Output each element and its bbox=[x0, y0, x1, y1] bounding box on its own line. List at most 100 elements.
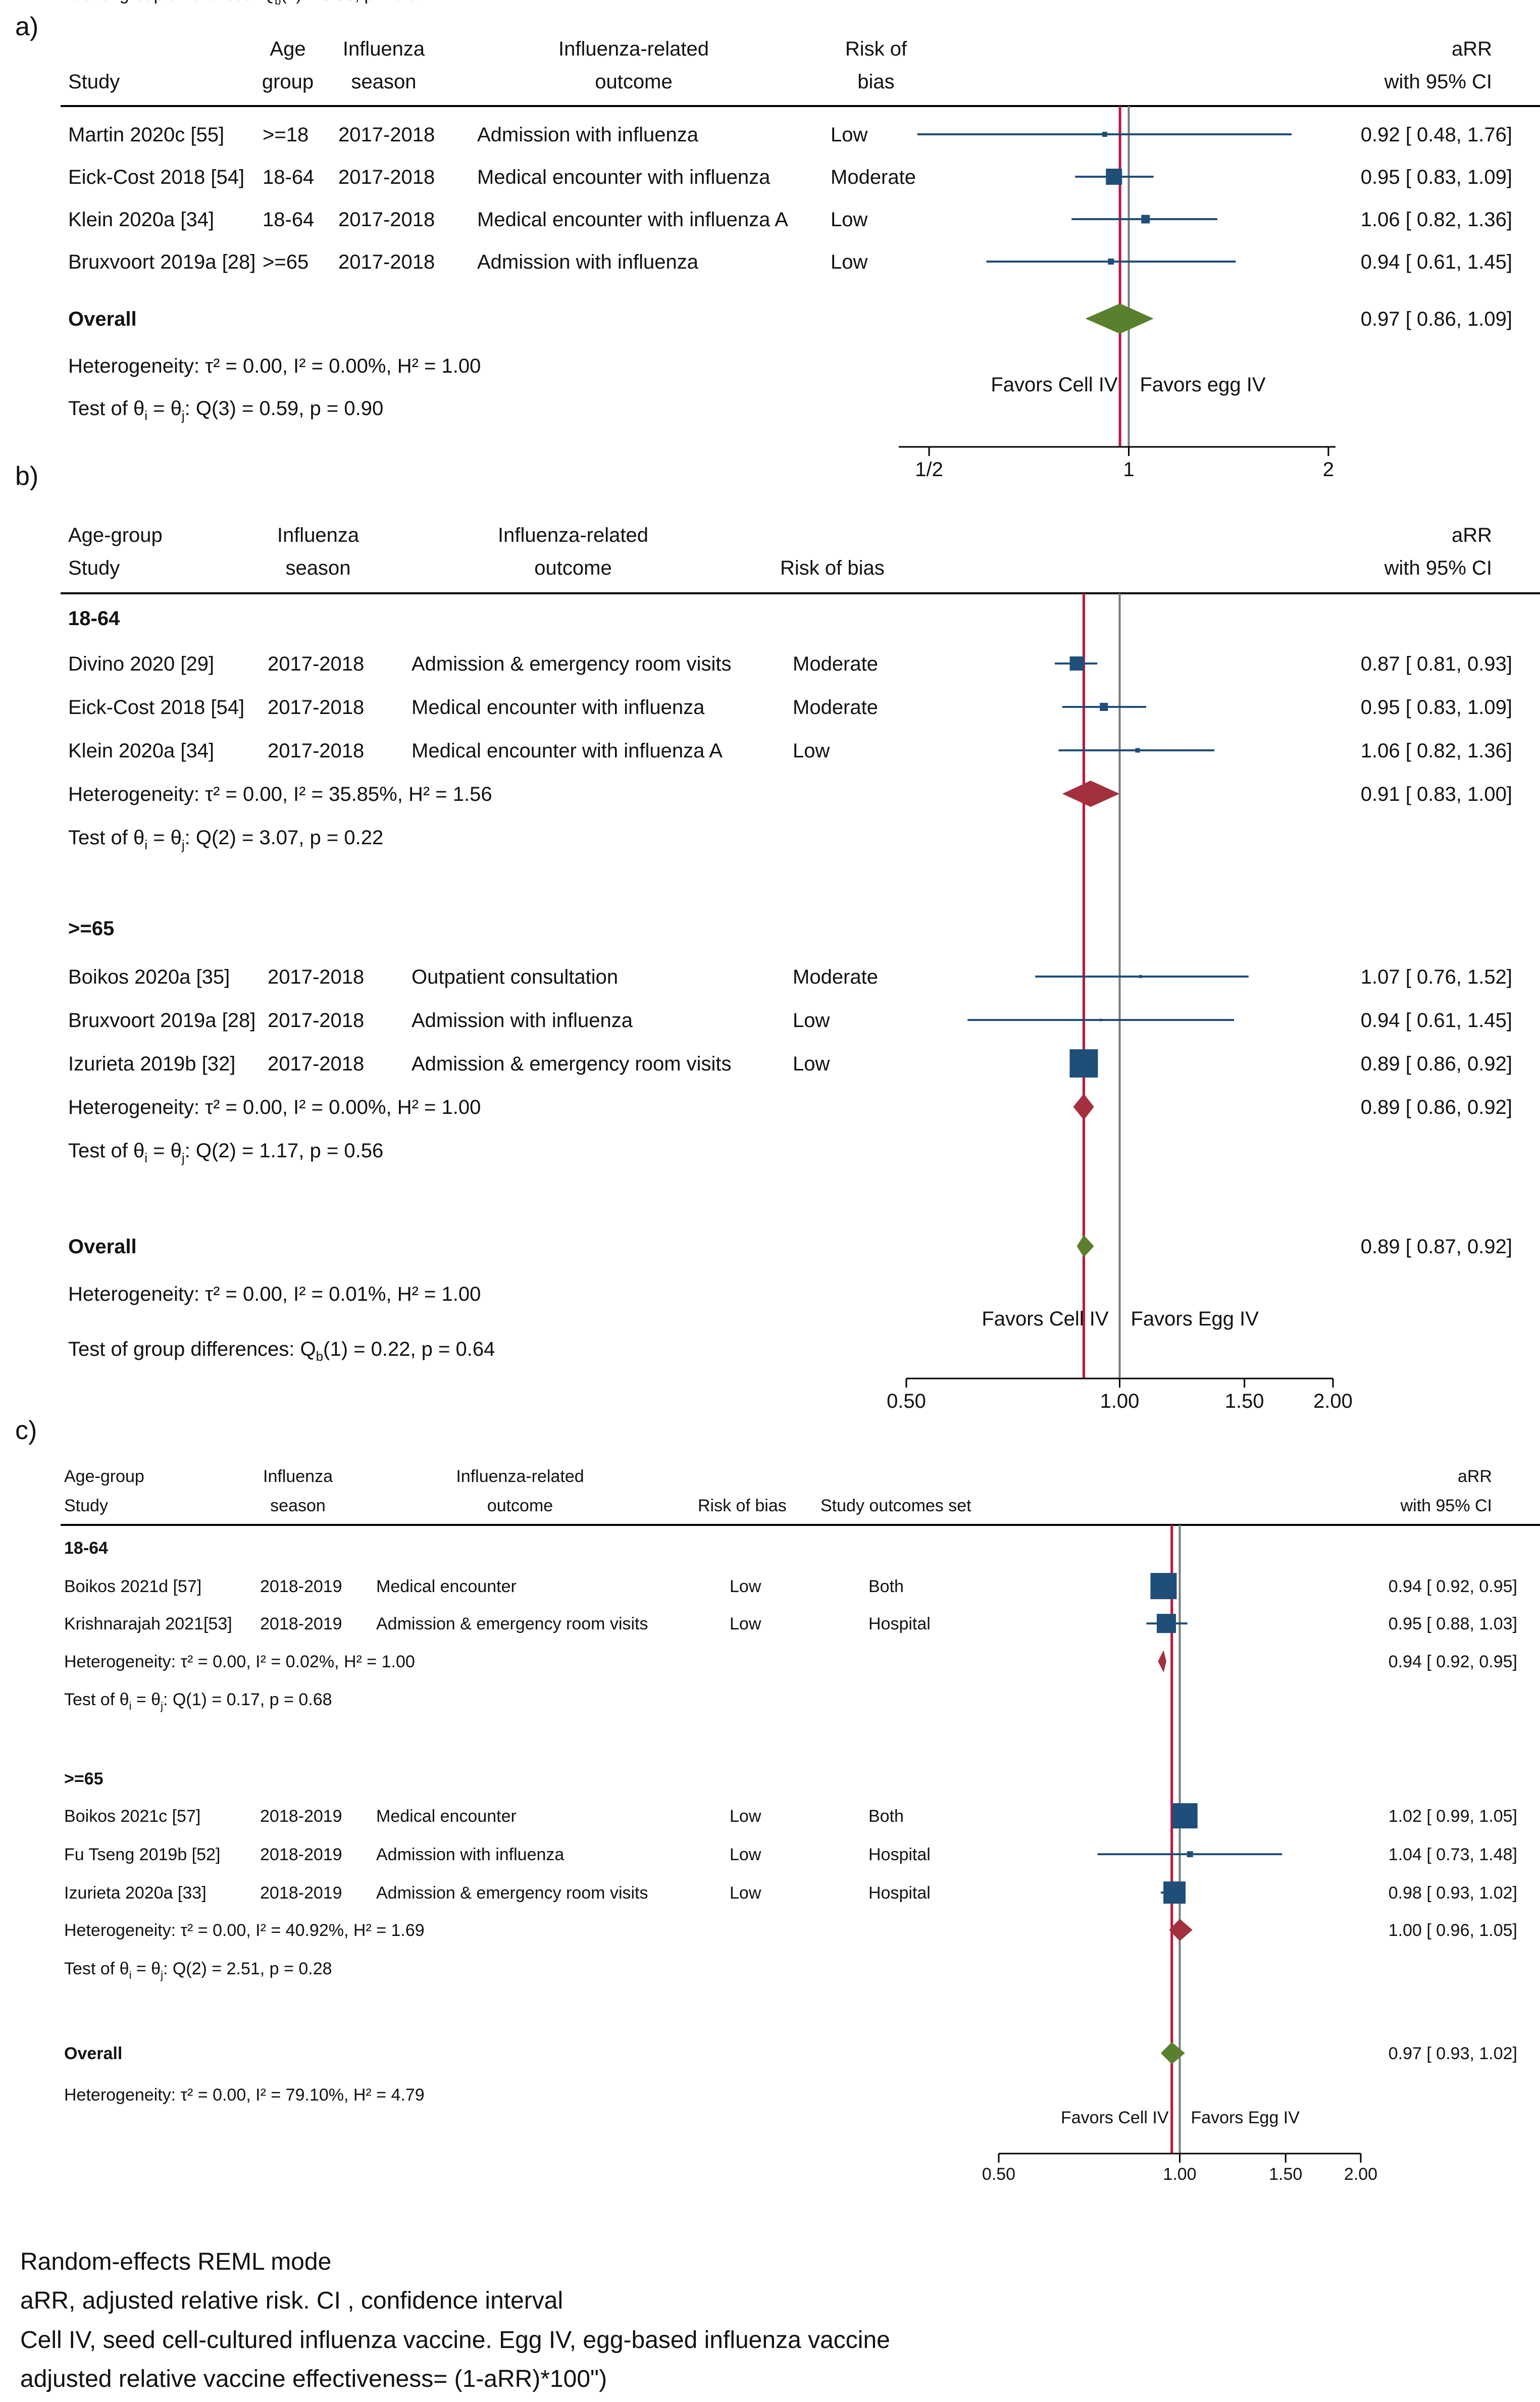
panel-b-row-16-group-test: Test of group differences: Qb(1) = 0.22,… bbox=[68, 1338, 495, 1364]
panel-c-row-2-study: Krishnarajah 2021[53] bbox=[64, 1614, 232, 1633]
panel-c-row-8-study: Fu Tseng 2019b [52] bbox=[64, 1845, 220, 1864]
panel-c-row-9-outcome-set: Hospital bbox=[868, 1883, 931, 1903]
panel-b-row-9-risk-of-bias: Low bbox=[793, 1009, 830, 1032]
panel-b-row-4-subgroup-diamond bbox=[1062, 781, 1120, 807]
panel-a-header-2-line2: season bbox=[351, 71, 417, 93]
panel-b-x-tick-label-3: 2.00 bbox=[1313, 1390, 1353, 1412]
panel-a-row-6-test-part-4: : Q(3) = 0.59, p = 0.90 bbox=[185, 397, 384, 420]
panel-c-row-3-heterogeneity: Heterogeneity: τ² = 0.00, I² = 0.02%, H²… bbox=[64, 1652, 415, 1671]
panel-c-row-11-test-part-1: i bbox=[129, 1969, 132, 1981]
panel-c-row-7-estimate-box bbox=[1172, 1803, 1198, 1829]
panel-b-header-1-line1: Influenza bbox=[277, 524, 360, 546]
panel-b-header-0-line2: Study bbox=[68, 557, 120, 579]
panel-b-row-3-season: 2017-2018 bbox=[268, 740, 364, 762]
panel-b-row-0-group-label: 18-64 bbox=[68, 607, 120, 630]
footnote-1: aRR, adjusted relative risk. CI , confid… bbox=[20, 2287, 563, 2314]
panel-c-row-1-outcome: Medical encounter bbox=[376, 1577, 517, 1596]
panel-c-row-1-study: Boikos 2021d [57] bbox=[64, 1577, 201, 1596]
panel-a-row-3-season: 2017-2018 bbox=[338, 251, 435, 273]
panel-a-row-4-overall-label: Overall bbox=[68, 308, 137, 330]
panel-b-row-11-subgroup-diamond bbox=[1073, 1094, 1094, 1120]
panel-b-row-1-risk-of-bias: Moderate bbox=[793, 653, 878, 675]
panel-a-label: a) bbox=[15, 12, 38, 41]
panel-a-row-0-outcome: Admission with influenza bbox=[477, 124, 699, 146]
panel-c-row-2-estimate-box bbox=[1156, 1614, 1176, 1633]
panel-c-row-6-group-label: >=65 bbox=[64, 1769, 104, 1788]
panel-a-row-2-ci-text: 1.06 [ 0.82, 1.36] bbox=[1361, 209, 1512, 231]
panel-b-row-3-study: Klein 2020a [34] bbox=[68, 740, 214, 762]
panel-b-row-1-outcome: Admission & emergency room visits bbox=[412, 653, 732, 675]
panel-a-row-1-ci-text: 0.95 [ 0.83, 1.09] bbox=[1361, 166, 1512, 188]
panel-b-favors-right: Favors Egg IV bbox=[1131, 1308, 1259, 1330]
panel-b-header-4-line2: with 95% CI bbox=[1384, 557, 1492, 579]
panel-a-header-2-line1: Influenza bbox=[343, 38, 425, 60]
panel-c-row-0-group-label: 18-64 bbox=[64, 1539, 108, 1558]
panel-b-row-5-test-part-3: j bbox=[181, 837, 185, 852]
panel-c-header-0-line2: Study bbox=[64, 1496, 108, 1515]
panel-b-row-5-test-part-1: i bbox=[144, 837, 147, 852]
panel-b-row-5-test-part-4: : Q(2) = 3.07, p = 0.22 bbox=[185, 827, 384, 849]
panel-b-header-2-line1: Influenza-related bbox=[498, 524, 648, 546]
panel-b-x-tick-label-2: 1.50 bbox=[1225, 1390, 1264, 1412]
panel-c-row-7-ci-text: 1.02 [ 0.99, 1.05] bbox=[1389, 1807, 1517, 1826]
panel-a-row-2-risk-of-bias: Low bbox=[831, 209, 867, 231]
panel-c-row-9-season: 2018-2019 bbox=[260, 1883, 342, 1903]
panel-c-row-11-test-part-0: Test of θ bbox=[64, 1959, 129, 1978]
panel-a-row-1-study: Eick-Cost 2018 [54] bbox=[68, 166, 244, 188]
panel-a-row-6-test-part-2: = θ bbox=[147, 397, 182, 420]
panel-b-row-1-season: 2017-2018 bbox=[268, 653, 364, 675]
panel-c-header-2-line1: Influenza-related bbox=[456, 1467, 584, 1486]
panel-a-row-3-age: >=65 bbox=[263, 251, 309, 273]
panel-b-row-2-outcome: Medical encounter with influenza bbox=[412, 696, 705, 719]
panel-a-row-1-risk-of-bias: Moderate bbox=[831, 166, 916, 188]
panel-b-row-1-ci-text: 0.87 [ 0.81, 0.93] bbox=[1361, 653, 1512, 675]
panel-b-row-1-study: Divino 2020 [29] bbox=[68, 653, 214, 675]
panel-a-row-1-season: 2017-2018 bbox=[338, 166, 435, 188]
panel-a-header-4-line1: Risk of bbox=[845, 38, 907, 60]
panel-b-row-8-outcome: Outpatient consultation bbox=[412, 966, 618, 988]
panel-b-row-11-heterogeneity: Heterogeneity: τ² = 0.00, I² = 0.00%, H²… bbox=[68, 1096, 481, 1118]
panel-c-row-1-outcome-set: Both bbox=[868, 1577, 904, 1596]
panel-c: c) Age-group Study Influenza season Influenza… bbox=[15, 0, 1540, 2184]
panel-a-row-6-test-part-1: i bbox=[144, 408, 147, 423]
panel-c-row-8-season: 2018-2019 bbox=[260, 1845, 342, 1864]
panel-c-row-9-study: Izurieta 2020a [33] bbox=[64, 1883, 207, 1903]
footnote-3: adjusted relative vaccine effectiveness=… bbox=[20, 2366, 607, 2392]
panel-c-row-10-heterogeneity: Heterogeneity: τ² = 0.00, I² = 40.92%, H… bbox=[64, 1921, 425, 1940]
panel-a-row-4-overall-diamond bbox=[1085, 303, 1154, 334]
panel-b-row-16-group-test-part-2: (1) = 0.22, p = 0.64 bbox=[323, 1338, 495, 1360]
panel-c-header-5-line1: aRR bbox=[1458, 1467, 1492, 1486]
panel-c-row-1-season: 2018-2019 bbox=[260, 1577, 342, 1596]
panel-c-row-4-test-part-0: Test of θ bbox=[64, 1690, 129, 1709]
panel-b-row-5-test: Test of θi = θj: Q(2) = 3.07, p = 0.22 bbox=[68, 827, 383, 852]
panel-c-x-tick-label-3: 2.00 bbox=[1344, 2165, 1377, 2184]
panel-c-row-15-group-test-part-1: b bbox=[275, 0, 281, 7]
panel-c-row-3-ci-text: 0.94 [ 0.92, 0.95] bbox=[1389, 1652, 1517, 1671]
panel-b-row-12-test-part-4: : Q(2) = 1.17, p = 0.56 bbox=[185, 1140, 384, 1162]
panel-a-favors-left: Favors Cell IV bbox=[991, 374, 1117, 396]
panel-b-row-15-heterogeneity: Heterogeneity: τ² = 0.00, I² = 0.01%, H²… bbox=[68, 1283, 481, 1305]
panel-c-row-7-outcome: Medical encounter bbox=[376, 1807, 517, 1826]
panel-c-x-tick-label-1: 1.00 bbox=[1163, 2165, 1196, 2184]
panel-b-row-8-study: Boikos 2020a [35] bbox=[68, 966, 230, 988]
panel-b: b) Age-group Study Influenza season Influenza… bbox=[15, 462, 1540, 1412]
panel-c-row-1-risk-of-bias: Low bbox=[730, 1577, 761, 1596]
panel-a-row-0-estimate-box bbox=[1102, 132, 1107, 137]
panel-b-x-tick-label-1: 1.00 bbox=[1100, 1390, 1140, 1412]
panel-b-row-10-outcome: Admission & emergency room visits bbox=[412, 1053, 732, 1075]
panel-c-row-8-outcome-set: Hospital bbox=[868, 1845, 931, 1864]
panel-a-header-3-line2: outcome bbox=[595, 71, 672, 93]
panel-b-row-12-test-part-3: j bbox=[181, 1150, 185, 1165]
panel-b-row-2-ci-text: 0.95 [ 0.83, 1.09] bbox=[1361, 696, 1512, 719]
panel-c-header-0-line1: Age-group bbox=[64, 1467, 144, 1486]
panel-c-row-3-subgroup-diamond bbox=[1158, 1650, 1166, 1673]
panel-a-x-tick-label-0: 1/2 bbox=[915, 458, 943, 481]
panel-c-row-4-test-part-2: = θ bbox=[131, 1690, 161, 1709]
panel-b-row-4-ci-text: 0.91 [ 0.83, 1.00] bbox=[1361, 783, 1512, 805]
panel-b-row-8-estimate-box bbox=[1139, 975, 1142, 978]
panel-a-row-3-outcome: Admission with influenza bbox=[477, 251, 699, 273]
panel-a-row-1-age: 18-64 bbox=[263, 166, 314, 188]
panel-b-row-5-test-part-0: Test of θ bbox=[68, 827, 144, 849]
panel-b-row-12-test-part-2: = θ bbox=[147, 1140, 182, 1162]
panel-a-row-0-season: 2017-2018 bbox=[338, 124, 435, 146]
